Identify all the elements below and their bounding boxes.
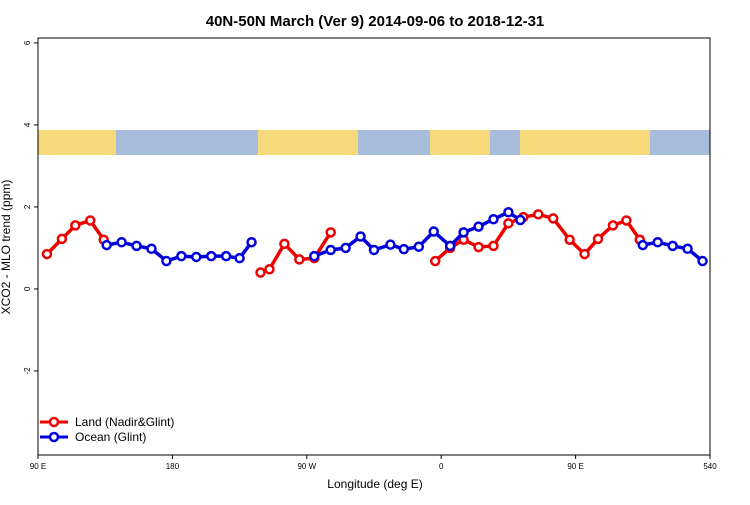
point xyxy=(473,221,484,232)
x-axis-label: Longitude (deg E) xyxy=(327,477,422,491)
point xyxy=(488,240,499,252)
point xyxy=(116,236,127,248)
point xyxy=(385,239,396,250)
point xyxy=(652,236,663,248)
x-tick-label: 90 W xyxy=(297,462,316,471)
point xyxy=(515,214,526,226)
plot-frame xyxy=(37,37,711,456)
point xyxy=(607,220,619,231)
point xyxy=(176,250,187,262)
point xyxy=(533,209,544,220)
point xyxy=(56,233,68,245)
point xyxy=(325,244,336,256)
point xyxy=(70,220,81,231)
point xyxy=(325,227,336,238)
point xyxy=(503,218,514,229)
legend-marker xyxy=(48,431,60,443)
chart-title: 40N-50N March (Ver 9) 2014-09-06 to 2018… xyxy=(206,13,545,30)
y-tick-label: 0 xyxy=(23,286,32,291)
point xyxy=(294,254,305,265)
point xyxy=(473,241,484,253)
point xyxy=(592,233,604,245)
map-strip xyxy=(38,130,710,155)
point xyxy=(458,227,469,238)
point xyxy=(355,231,366,242)
x-tick-label: 90 E xyxy=(567,462,583,471)
point xyxy=(220,250,232,262)
point xyxy=(413,241,425,252)
legend-marker xyxy=(48,416,60,428)
point xyxy=(697,255,708,267)
x-tick-label: 0 xyxy=(439,462,444,471)
legend-label: Ocean (Glint) xyxy=(75,430,146,444)
x-tick-label: 180 xyxy=(166,462,180,471)
point xyxy=(429,255,441,267)
point xyxy=(637,239,649,251)
point xyxy=(444,240,456,252)
point xyxy=(146,243,157,255)
point xyxy=(101,239,112,251)
point xyxy=(621,215,632,226)
point xyxy=(667,240,678,252)
point xyxy=(255,267,266,278)
point xyxy=(205,250,217,262)
point xyxy=(368,244,380,256)
y-axis-label: XCO2 - MLO trend (ppm) xyxy=(0,180,13,315)
x-tick-label: 90 E xyxy=(30,462,46,471)
point xyxy=(428,226,439,237)
point xyxy=(131,240,142,252)
point xyxy=(340,242,351,254)
point xyxy=(564,234,575,245)
y-tick-label: -2 xyxy=(23,367,32,375)
point xyxy=(309,250,320,262)
point xyxy=(234,252,245,264)
point xyxy=(398,243,410,255)
point xyxy=(264,264,275,275)
point xyxy=(85,215,96,226)
point xyxy=(161,255,172,267)
point xyxy=(488,213,499,225)
y-tick-label: 2 xyxy=(23,204,32,209)
y-tick-label: 6 xyxy=(23,40,32,45)
legend-label: Land (Nadir&Glint) xyxy=(75,415,174,429)
x-tick-label: 540 xyxy=(703,462,717,471)
point xyxy=(503,207,514,218)
point xyxy=(579,248,590,260)
point xyxy=(41,248,53,260)
point xyxy=(682,243,693,255)
point xyxy=(191,251,202,263)
y-tick-label: 4 xyxy=(23,122,32,127)
point xyxy=(279,238,290,250)
point xyxy=(547,213,559,224)
point xyxy=(246,236,257,248)
